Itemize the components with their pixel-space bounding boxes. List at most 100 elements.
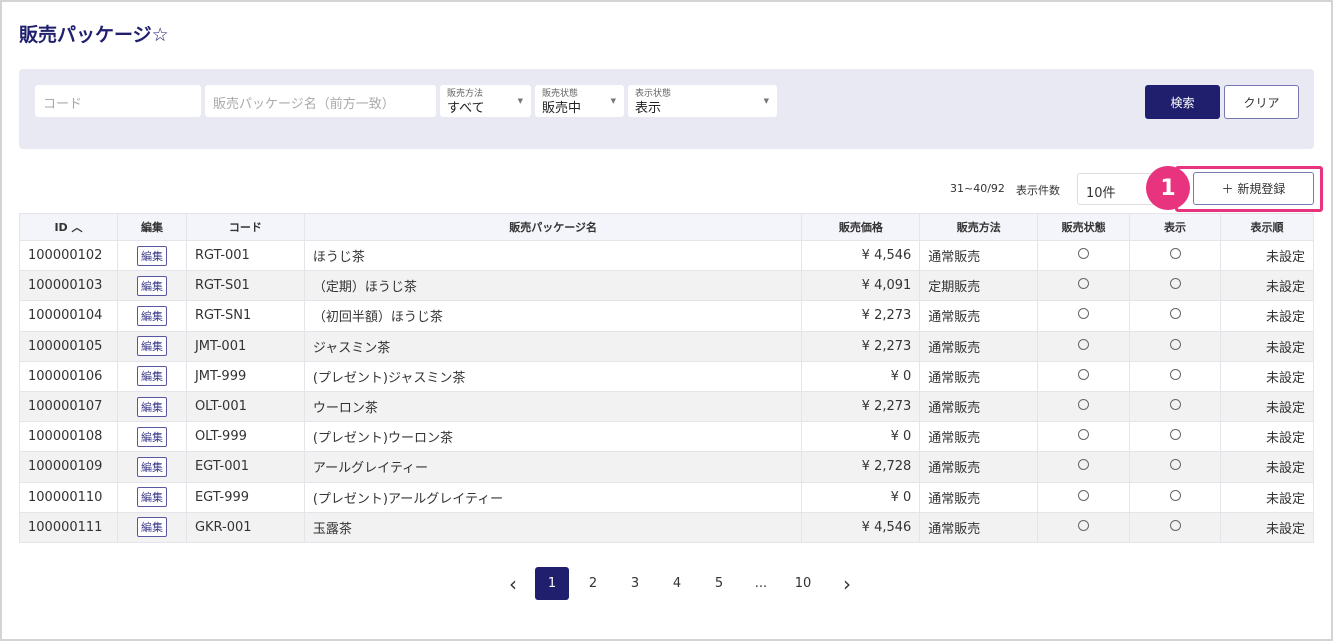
table-row: 100000103 編集 RGT-S01 （定期）ほうじ茶 ¥ 4,091 定期… <box>19 270 1314 302</box>
edit-cell: 編集 <box>116 481 187 513</box>
price-cell: ¥ 4,546 <box>801 511 921 543</box>
dropdown-arrow-icon: ▼ <box>610 97 616 105</box>
table-row: 100000106 編集 JMT-999 (プレゼント)ジャスミン茶 ¥ 0 通… <box>19 360 1314 392</box>
order-cell: 未設定 <box>1220 300 1314 332</box>
edit-button[interactable]: 編集 <box>136 275 167 296</box>
edit-button[interactable]: 編集 <box>136 336 167 357</box>
id-cell: 100000109 <box>19 451 118 483</box>
column-header: 販売状態 <box>1037 213 1131 241</box>
page-4[interactable]: 4 <box>672 576 682 591</box>
sales-method-value: すべて <box>447 101 485 116</box>
display-cell <box>1129 421 1221 453</box>
display-cell <box>1129 451 1221 483</box>
code-cell: RGT-SN1 <box>185 300 305 332</box>
code-placeholder: コード <box>43 97 83 112</box>
circle-icon <box>1169 278 1181 290</box>
column-header[interactable]: ID ︿ <box>19 213 118 241</box>
id-cell: 100000108 <box>19 421 118 453</box>
package-name-input[interactable]: 販売パッケージ名（前方一致） <box>205 85 436 117</box>
name-cell: ジャスミン茶 <box>303 330 803 362</box>
name-cell: ウーロン茶 <box>303 390 803 423</box>
price-cell: ¥ 0 <box>801 421 921 453</box>
edit-button[interactable]: 編集 <box>136 456 167 477</box>
id-cell: 100000111 <box>19 511 118 543</box>
display-status-value: 表示 <box>635 101 662 116</box>
code-cell: EGT-999 <box>185 481 305 513</box>
circle-icon <box>1078 338 1090 350</box>
circle-icon <box>1078 308 1090 320</box>
circle-icon <box>1078 429 1090 441</box>
sales-status-value: 販売中 <box>542 101 582 116</box>
code-cell: JMT-999 <box>185 360 305 392</box>
page-5[interactable]: 5 <box>714 576 724 591</box>
name-cell: （定期）ほうじ茶 <box>303 270 803 302</box>
status-cell <box>1037 390 1131 423</box>
page-10[interactable]: 10 <box>794 576 812 591</box>
status-cell <box>1037 270 1131 302</box>
prev-page-chevron-left-icon[interactable]: ‹ <box>509 571 517 596</box>
page-title: 販売パッケージ☆ <box>19 24 169 46</box>
name-cell: 玉露茶 <box>303 511 803 543</box>
column-header: 販売方法 <box>919 213 1039 241</box>
order-cell: 未設定 <box>1220 239 1314 272</box>
sales-method-select[interactable]: 販売方法 すべて ▼ <box>440 85 531 117</box>
search-button[interactable]: 検索 <box>1145 85 1220 119</box>
circle-icon <box>1169 248 1181 260</box>
page-2[interactable]: 2 <box>588 576 598 591</box>
clear-button[interactable]: クリア <box>1224 85 1299 119</box>
name-cell: アールグレイティー <box>303 451 803 483</box>
page-1[interactable]: 1 <box>535 567 569 600</box>
dropdown-arrow-icon: ▼ <box>517 97 523 105</box>
edit-button[interactable]: 編集 <box>136 487 167 508</box>
table-row: 100000107 編集 OLT-001 ウーロン茶 ¥ 2,273 通常販売 … <box>19 390 1314 423</box>
name-cell: (プレゼント)ジャスミン茶 <box>303 360 803 392</box>
edit-cell: 編集 <box>116 390 187 423</box>
edit-cell: 編集 <box>116 360 187 392</box>
display-cell <box>1129 481 1221 513</box>
step-badge: 1 <box>1146 166 1190 210</box>
code-input[interactable]: コード <box>35 85 201 117</box>
circle-icon <box>1078 399 1090 411</box>
edit-button[interactable]: 編集 <box>136 517 167 538</box>
status-cell <box>1037 451 1131 483</box>
circle-icon <box>1078 519 1090 531</box>
price-cell: ¥ 4,546 <box>801 239 921 272</box>
column-header: 販売パッケージ名 <box>303 213 803 241</box>
price-cell: ¥ 0 <box>801 360 921 392</box>
status-cell <box>1037 481 1131 513</box>
order-cell: 未設定 <box>1220 270 1314 302</box>
method-cell: 通常販売 <box>919 451 1039 483</box>
name-cell: (プレゼント)ウーロン茶 <box>303 421 803 453</box>
display-status-select[interactable]: 表示状態 表示 ▼ <box>628 85 777 117</box>
edit-cell: 編集 <box>116 511 187 543</box>
sales-status-select[interactable]: 販売状態 販売中 ▼ <box>535 85 624 117</box>
edit-cell: 編集 <box>116 239 187 272</box>
circle-icon <box>1169 429 1181 441</box>
name-placeholder: 販売パッケージ名（前方一致） <box>213 97 395 112</box>
display-cell <box>1129 360 1221 392</box>
display-cell <box>1129 330 1221 362</box>
edit-cell: 編集 <box>116 451 187 483</box>
pagination: ‹ 1 2 3 4 5... 10 › <box>0 567 1333 600</box>
new-register-button[interactable]: ＋ 新規登録 <box>1193 172 1314 205</box>
price-cell: ¥ 2,273 <box>801 390 921 423</box>
status-cell <box>1037 360 1131 392</box>
page-ellipsis[interactable]: ... <box>754 576 768 591</box>
edit-button[interactable]: 編集 <box>136 426 167 447</box>
edit-cell: 編集 <box>116 300 187 332</box>
circle-icon <box>1169 399 1181 411</box>
edit-button[interactable]: 編集 <box>136 396 167 417</box>
code-cell: RGT-001 <box>185 239 305 272</box>
price-cell: ¥ 0 <box>801 481 921 513</box>
edit-button[interactable]: 編集 <box>136 305 167 326</box>
id-cell: 100000105 <box>19 330 118 362</box>
next-page-chevron-right-icon[interactable]: › <box>843 571 851 596</box>
order-cell: 未設定 <box>1220 360 1314 392</box>
dropdown-arrow-icon: ▼ <box>763 97 769 105</box>
page-3[interactable]: 3 <box>630 576 640 591</box>
status-cell <box>1037 330 1131 362</box>
per-page-label: 表示件数 <box>1016 184 1060 197</box>
edit-button[interactable]: 編集 <box>136 245 167 266</box>
edit-button[interactable]: 編集 <box>136 366 167 387</box>
column-header: コード <box>185 213 305 241</box>
